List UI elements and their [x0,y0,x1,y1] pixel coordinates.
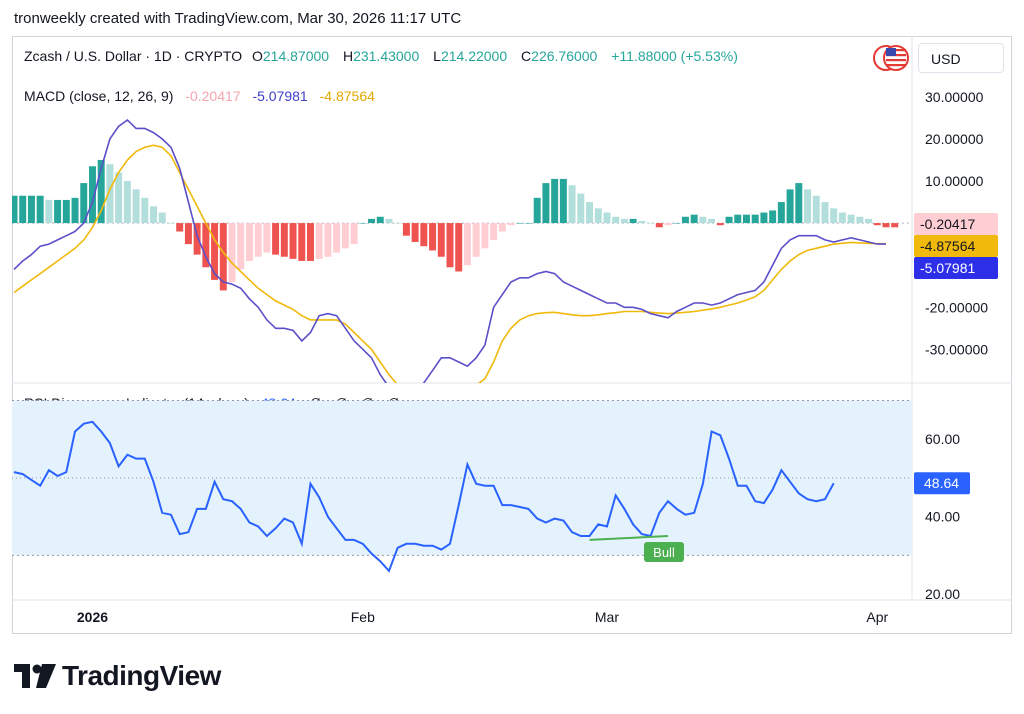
macd-signal-value: -4.87564 [319,88,375,104]
rsi-empty-glyph-2: ∅ [335,395,348,411]
high-label: H [342,48,354,64]
rsi-empty-glyph-4: ∅ [387,395,401,411]
rsi-legend[interactable]: RSI Divergence Indicator (14, close) 48.… [24,395,404,412]
currency-selector[interactable]: USD [918,43,1004,73]
macd-histogram-value: -0.20417 [185,88,241,104]
rsi-empty-glyph-3: ∅ [361,395,375,411]
chart-created-caption: tronweekly created with TradingView.com,… [14,10,462,27]
low-value: 214.22000 [440,48,508,64]
symbol-legend[interactable]: Zcash / U.S. Dollar · 1D · CRYPTO O214.8… [24,48,742,64]
rsi-title: RSI Divergence Indicator (14, close) [24,395,249,411]
close-label: C [521,48,532,64]
macd-legend[interactable]: MACD (close, 12, 26, 9) -0.20417 -5.0798… [24,88,379,104]
open-value: 214.87000 [262,48,330,64]
high-value: 231.43000 [353,48,420,64]
us-flag-icon[interactable] [872,44,912,72]
macd-title: MACD (close, 12, 26, 9) [24,88,174,104]
change-value: +11.88000 (+5.53%) [611,48,738,64]
open-label: O [251,48,263,64]
close-value: 226.76000 [531,48,598,64]
macd-line-value: -5.07981 [252,88,308,104]
rsi-value: 48.64 [260,395,296,411]
tradingview-logo[interactable]: TradingView [14,660,221,692]
chart-frame [12,36,1012,634]
tradingview-logo-text: TradingView [62,660,221,691]
tradingview-logo-icon [14,664,56,688]
symbol-name[interactable]: Zcash / U.S. Dollar · 1D · CRYPTO [24,48,243,64]
low-label: L [433,48,441,64]
rsi-empty-glyph-1: ∅ [309,395,322,411]
